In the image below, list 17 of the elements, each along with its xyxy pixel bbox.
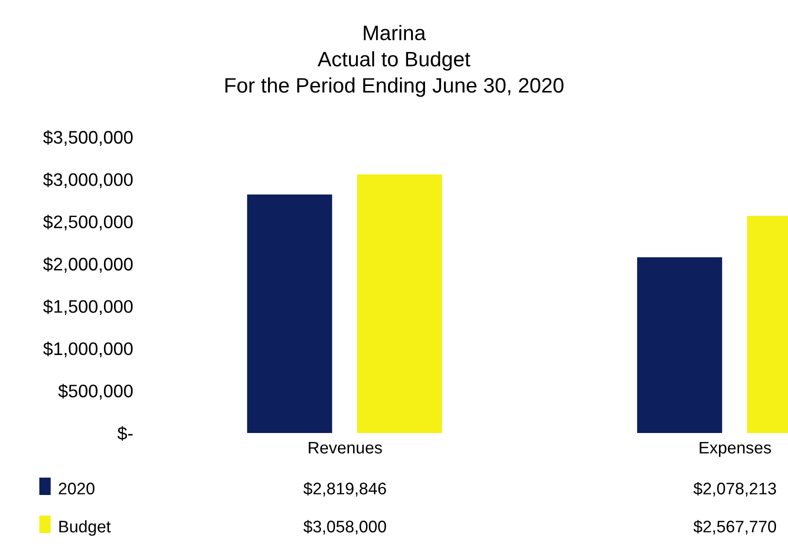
legend-label: 2020 — [58, 482, 94, 494]
legend-label: Budget — [59, 520, 111, 536]
y-tick-label: $2,000,000 — [43, 257, 133, 273]
x-tick-label: Expenses — [700, 442, 771, 457]
chart-title: Marina Actual to Budget For the Period Ending June 30, 2020 — [225, 25, 564, 97]
y-tick-label: $2,500,000 — [43, 214, 133, 230]
y-tick-label: $3,500,000 — [43, 130, 133, 146]
data-label: $3,058,000 — [303, 520, 386, 534]
y-tick-label: $- — [117, 426, 133, 441]
y-tick-label: $1,500,000 — [43, 299, 133, 315]
data-label: $2,567,770 — [693, 520, 776, 534]
y-tick-label: $3,000,000 — [43, 172, 133, 188]
y-tick-label: $500,000 — [58, 384, 133, 400]
data-label: $2,819,846 — [303, 482, 386, 496]
x-tick-label: Revenues — [308, 442, 382, 454]
data-label: $2,078,213 — [693, 482, 776, 496]
y-tick-label: $1,000,000 — [43, 342, 133, 358]
